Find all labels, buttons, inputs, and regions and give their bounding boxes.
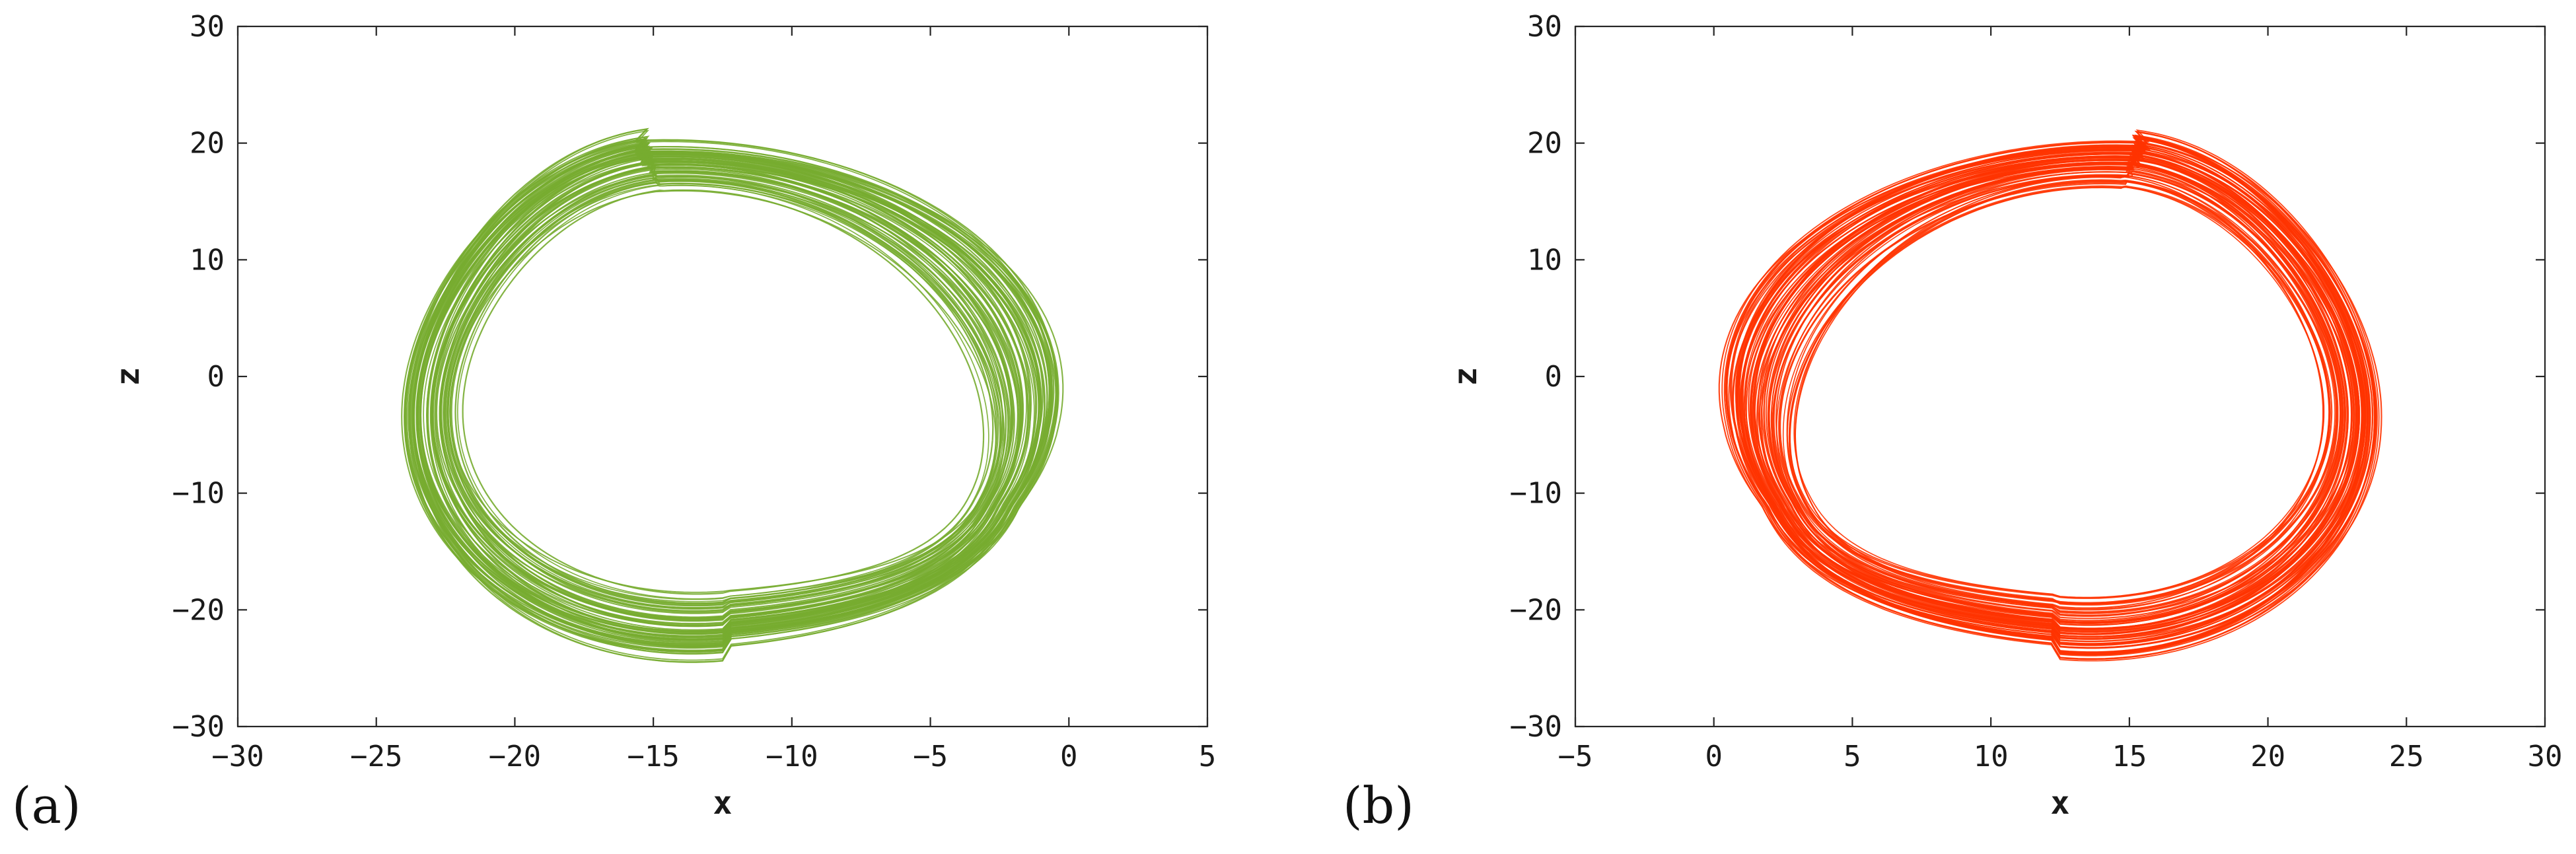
trajectory-loop <box>415 148 1042 641</box>
trajectory-loop <box>443 165 1007 621</box>
y-axis-label: z <box>110 367 147 386</box>
y-tick-label: −10 <box>172 477 225 511</box>
trajectory-loop <box>1752 153 2357 635</box>
trajectory-loop <box>1786 185 2333 599</box>
trajectory-loop <box>1760 162 2353 624</box>
trajectory-loop <box>440 160 1013 627</box>
y-tick-label: 10 <box>190 243 225 277</box>
trajectory-loop <box>1788 179 2331 605</box>
y-tick-label: −10 <box>1510 477 1562 511</box>
y-tick-label: −30 <box>172 710 225 744</box>
trajectory-loop <box>417 154 1040 635</box>
trajectory-loop <box>441 177 1009 609</box>
x-tick-label: −30 <box>211 740 264 773</box>
trajectory-loop <box>1768 160 2344 626</box>
x-tick-label: 25 <box>2389 740 2424 773</box>
trajectory-loop <box>1721 129 2380 662</box>
x-tick-label: 10 <box>1974 740 2009 773</box>
panel-label-a: (a) <box>12 776 81 835</box>
trajectory-loop <box>449 190 997 593</box>
x-tick-label: −10 <box>766 740 818 773</box>
trajectory-loop <box>462 189 985 595</box>
trajectory <box>401 127 1064 663</box>
y-tick-label: 30 <box>1527 10 1562 44</box>
trajectory-loop <box>1794 176 2324 609</box>
y-tick-label: −30 <box>1510 710 1562 744</box>
trajectory-loop <box>1789 186 2330 598</box>
trajectory-loop <box>1752 157 2359 630</box>
trajectory-loop <box>435 174 1015 612</box>
y-tick-label: 30 <box>190 10 225 44</box>
y-tick-label: 0 <box>207 360 225 394</box>
x-tick-label: −15 <box>627 740 679 773</box>
trajectory-loop <box>1723 131 2378 660</box>
trajectory-loop <box>426 155 1028 633</box>
trajectory-loop <box>1775 173 2341 613</box>
trajectory-loop <box>1782 175 2336 610</box>
trajectory-loop <box>1746 151 2365 637</box>
trajectory-loop <box>423 160 1031 627</box>
x-tick-label: −20 <box>489 740 541 773</box>
trajectory-loop <box>401 139 1064 652</box>
trajectory <box>1718 129 2382 662</box>
y-axis-label: z <box>1447 367 1484 386</box>
trajectory-loop <box>1750 155 2361 633</box>
x-tick-label: 0 <box>1060 740 1078 773</box>
y-tick-label: 20 <box>190 127 225 160</box>
x-tick-label: 20 <box>2250 740 2285 773</box>
trajectory-loop <box>412 127 1053 663</box>
trajectory-loop <box>1744 145 2364 644</box>
y-tick-label: 10 <box>1527 243 1562 277</box>
trajectory-loop <box>445 174 1004 612</box>
chart-a: −30 −25 −20 −15 −10 −5 0 5 −30 −20 −10 0 10 20 30 x z <box>110 10 1216 822</box>
y-tick-label: −20 <box>1510 593 1562 627</box>
trajectory-loop <box>1793 186 2325 599</box>
x-tick-label: 15 <box>2112 740 2147 773</box>
x-axis-label: x <box>2051 785 2070 822</box>
trajectory-loop <box>1772 172 2342 614</box>
x-axis-label: x <box>713 785 733 822</box>
trajectory-loop <box>1731 137 2371 653</box>
panel-label-b: (b) <box>1343 776 1414 835</box>
trajectory-loop <box>420 156 1036 632</box>
y-tick-label: 20 <box>1527 127 1562 160</box>
trajectory-loop <box>454 181 994 604</box>
x-tick-label: −5 <box>913 740 948 773</box>
trajectory-loop <box>410 139 1055 651</box>
x-tick-label: −25 <box>350 740 402 773</box>
trajectory-loop <box>411 143 1052 647</box>
trajectory-loop <box>1789 181 2330 604</box>
trajectory-loop <box>439 165 1014 622</box>
x-tick-label: 5 <box>1199 740 1217 773</box>
x-tick-label: 5 <box>1843 740 1861 773</box>
x-tick-label: 0 <box>1705 740 1723 773</box>
chart-b: −5 0 5 10 15 20 25 30 −30 −20 −10 0 10 20 30 x z <box>1447 10 2562 822</box>
trajectory-loop <box>456 184 989 600</box>
y-tick-label: −20 <box>172 593 225 627</box>
trajectory-loop <box>1725 134 2375 657</box>
x-tick-label: −5 <box>1558 740 1593 773</box>
trajectory-loop <box>1775 165 2339 622</box>
trajectory-loop <box>1779 181 2337 605</box>
y-tick-label: 0 <box>1545 360 1563 394</box>
x-tick-label: 30 <box>2528 740 2563 773</box>
